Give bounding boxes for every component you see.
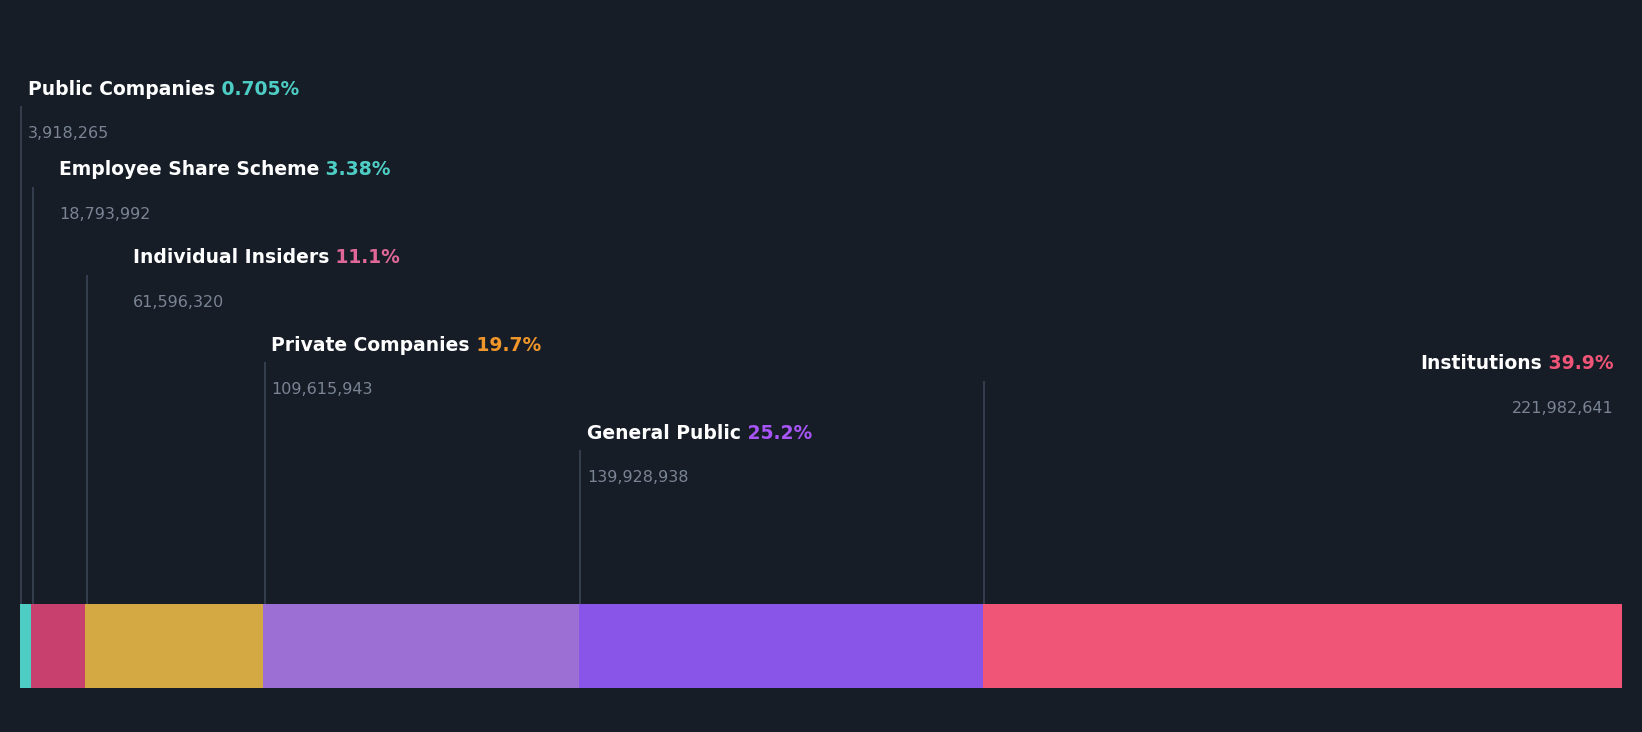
Text: 19.7%: 19.7% [470, 336, 542, 355]
Text: 3.38%: 3.38% [319, 160, 391, 179]
Text: 139,928,938: 139,928,938 [588, 471, 688, 485]
Text: Private Companies: Private Companies [271, 336, 470, 355]
Text: 61,596,320: 61,596,320 [133, 295, 223, 310]
Text: 109,615,943: 109,615,943 [271, 383, 373, 397]
Bar [580, 604, 984, 688]
Text: Individual Insiders: Individual Insiders [133, 248, 328, 267]
Text: 0.705%: 0.705% [215, 80, 299, 99]
Text: 39.9%: 39.9% [1542, 354, 1614, 373]
Text: Public Companies: Public Companies [28, 80, 215, 99]
Bar [263, 604, 580, 688]
Text: Institutions: Institutions [1420, 354, 1542, 373]
Text: Employee Share Scheme: Employee Share Scheme [59, 160, 319, 179]
Bar [31, 604, 85, 688]
Text: 18,793,992: 18,793,992 [59, 207, 151, 222]
Text: 3,918,265: 3,918,265 [28, 127, 108, 141]
Text: 221,982,641: 221,982,641 [1512, 401, 1614, 416]
Text: General Public: General Public [588, 424, 741, 443]
Text: 11.1%: 11.1% [328, 248, 401, 267]
Text: 25.2%: 25.2% [741, 424, 813, 443]
Bar [85, 604, 263, 688]
Bar [984, 604, 1622, 688]
Bar [20, 604, 31, 688]
